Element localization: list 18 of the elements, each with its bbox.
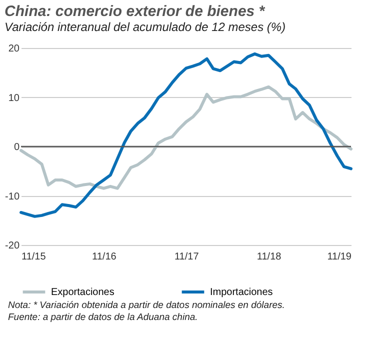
x-tick-label: 11/15: [22, 252, 46, 262]
line-series: [20, 85, 352, 190]
legend-label: Importaciones: [210, 287, 273, 298]
y-tick-label: 20: [8, 44, 20, 54]
chart-title: China: comercio exterior de bienes *: [4, 3, 266, 20]
y-tick-label: 10: [8, 92, 20, 104]
legend-label: Exportaciones: [51, 287, 114, 298]
x-tick-label: 11/17: [174, 252, 200, 262]
text: Nota: * Variación obtenida a partir de datos nominales en dólares.: [8, 300, 286, 312]
x-tick-label: 11/18: [256, 252, 282, 262]
source-note: Fuente: a partir de datos de la Aduana china.: [8, 312, 199, 324]
y-tick-label: -10: [5, 191, 20, 202]
x-tick-label: 11/16: [92, 252, 117, 262]
y-tick-label: -20: [5, 240, 20, 252]
chart-subtitle: Variación interanual del acumulado de 12 meses (%): [4, 20, 286, 34]
x-tick-label: 11/19: [327, 252, 352, 262]
y-tick-label: 0: [14, 142, 20, 153]
line-series: [20, 52, 352, 218]
